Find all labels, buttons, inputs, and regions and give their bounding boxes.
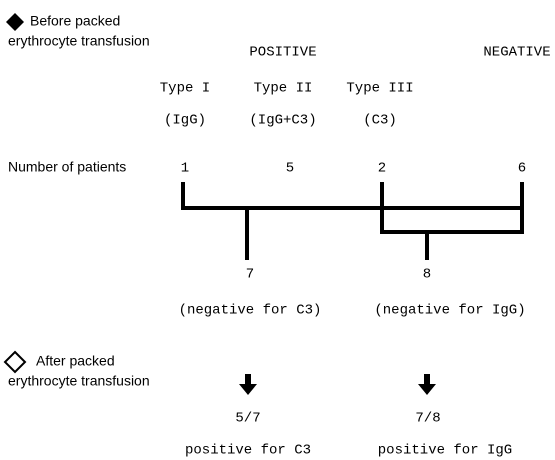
result-label: positive for C3 xyxy=(185,443,311,459)
type-name: Type I xyxy=(160,81,210,97)
combined-count: 7 xyxy=(246,267,254,283)
positive-label: POSITIVE xyxy=(249,45,316,61)
antibody: (IgG+C3) xyxy=(249,113,316,129)
row-label: Number of patients xyxy=(8,159,126,175)
down-arrow xyxy=(239,374,257,395)
down-arrow xyxy=(418,374,436,395)
after-subtitle: erythrocyte transfusion xyxy=(8,373,150,389)
antibody: (C3) xyxy=(363,113,397,129)
before-title: Before packed xyxy=(30,13,120,29)
after-title: After packed xyxy=(36,353,115,369)
combined-label: (negative for C3) xyxy=(179,303,322,319)
brackets xyxy=(181,182,524,260)
bracket-lines xyxy=(181,182,524,260)
patient-count: 6 xyxy=(518,161,526,177)
filled-diamond xyxy=(6,13,24,31)
result-label: positive for IgG xyxy=(378,443,512,459)
negative-label: NEGATIVE xyxy=(483,45,550,61)
before-subtitle: erythrocyte transfusion xyxy=(8,33,150,49)
patient-count: 2 xyxy=(378,161,386,177)
combined-count: 8 xyxy=(423,267,431,283)
combined-label: (negative for IgG) xyxy=(374,303,525,319)
patient-count: 5 xyxy=(286,161,294,177)
result: 5/7 xyxy=(235,411,260,427)
antibody: (IgG) xyxy=(164,113,206,129)
type-name: Type II xyxy=(254,81,313,97)
type-name: Type III xyxy=(346,81,413,97)
patient-count: 1 xyxy=(181,161,189,177)
hollow-diamond xyxy=(3,350,27,374)
result: 7/8 xyxy=(415,411,440,427)
